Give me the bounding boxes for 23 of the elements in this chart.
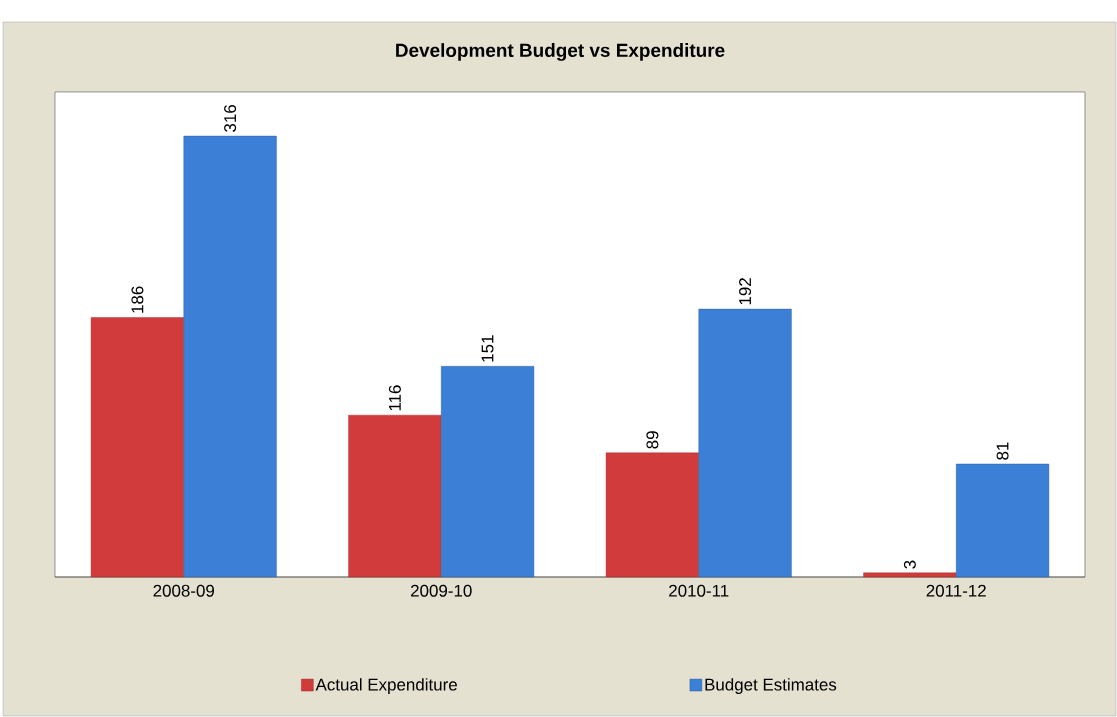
x-tick-label: 2010-11: [669, 584, 729, 597]
data-label: 81: [996, 442, 1009, 460]
legend-label: Actual Expenditure: [315, 678, 457, 694]
legend-label: Budget Estimates: [705, 678, 837, 694]
data-label: 116: [388, 385, 401, 411]
bar: [90, 317, 184, 578]
data-label: 192: [739, 278, 752, 305]
x-tick-label: 2011-12: [926, 584, 986, 597]
bar: [348, 414, 442, 578]
bar: [441, 366, 535, 578]
x-tick-label: 2009-10: [411, 584, 472, 597]
data-label: 89: [646, 431, 659, 449]
bar: [605, 452, 699, 578]
chart-title: Development Budget vs Expenditure: [396, 43, 725, 61]
bar: [956, 463, 1050, 578]
data-label: 316: [224, 105, 237, 132]
bar: [863, 572, 957, 578]
data-label: 186: [131, 286, 144, 313]
x-tick-label: 2008-09: [153, 584, 215, 597]
bar: [183, 135, 277, 578]
data-label: 151: [481, 335, 494, 362]
bar: [698, 308, 792, 578]
data-label: 3: [903, 560, 916, 569]
